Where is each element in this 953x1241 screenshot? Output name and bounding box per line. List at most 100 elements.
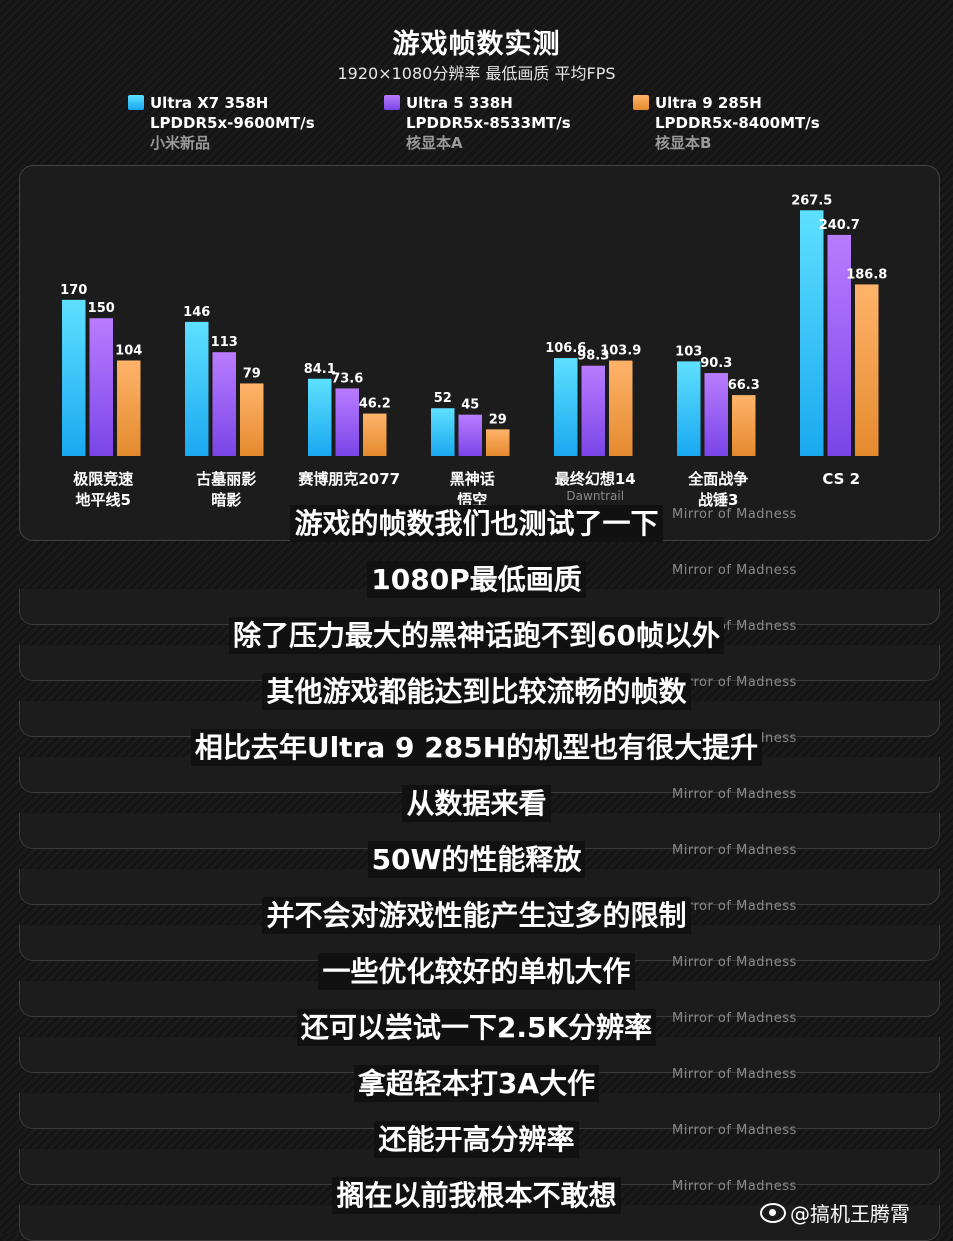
data-label: 186.8 <box>846 267 887 282</box>
subtitle-line: 还能开高分辨率 <box>0 1118 953 1158</box>
category-label: 赛博朋克2077 <box>297 470 400 488</box>
subtitle-line: 1080P最低画质 <box>0 558 953 598</box>
bar-cyberpunk-2077-series-3 <box>363 413 387 456</box>
watermark: Mirror of Madness <box>672 899 797 914</box>
watermark: Mirror of Madness <box>672 563 797 578</box>
data-label: 103 <box>675 344 702 359</box>
subtitle-text: 1080P最低画质 <box>367 561 586 598</box>
bar-forza-horizon-5-series-2 <box>89 318 113 456</box>
subtitle-text: 搁在以前我根本不敢想 <box>332 1177 621 1214</box>
subtitle-line: 相比去年Ultra 9 285H的机型也有很大提升 <box>0 726 953 766</box>
bar-ff14-series-3 <box>609 360 633 456</box>
category-label: 古墓丽影 <box>196 470 256 488</box>
subtitle-line: 一些优化较好的单机大作 <box>0 950 953 990</box>
category-label: 暗影 <box>211 491 241 509</box>
legend-series-memory: LPDDR5x-8400MT/s <box>655 114 820 132</box>
data-label: 98.3 <box>577 349 609 364</box>
data-label: 52 <box>434 391 452 406</box>
data-label: 84.1 <box>304 362 336 377</box>
subtitle-text: 50W的性能释放 <box>367 841 586 878</box>
category-label: 黑神话 <box>450 470 495 488</box>
data-label: 79 <box>243 366 261 381</box>
subtitle-text: 还能开高分辨率 <box>374 1121 579 1158</box>
data-label: 103.9 <box>600 344 641 359</box>
subtitle-text: 从数据来看 <box>402 785 551 822</box>
data-label: 104 <box>115 343 142 358</box>
bar-ff14-series-2 <box>581 365 605 456</box>
weibo-logo-icon <box>760 1203 786 1223</box>
legend-series-note: 小米新品 <box>150 134 211 152</box>
bar-forza-horizon-5-series-1 <box>62 299 86 456</box>
data-label: 90.3 <box>700 356 732 371</box>
subtitle-line: 50W的性能释放 <box>0 838 953 878</box>
bar-total-war-3-series-3 <box>732 395 756 456</box>
subtitle-text: 除了压力最大的黑神话跑不到60帧以外 <box>229 617 724 654</box>
watermark: Mirror of Madness <box>672 787 797 802</box>
subtitle-line: 还可以尝试一下2.5K分辨率 <box>0 1006 953 1046</box>
credit-text: @搞机王腾霄 <box>790 1202 910 1226</box>
watermark: Mirror of Madness <box>672 507 797 522</box>
category-label: 悟空 <box>457 491 487 509</box>
watermark: Mirror of Madness <box>672 1123 797 1138</box>
bar-total-war-3-series-1 <box>677 361 701 456</box>
legend-swatch <box>633 95 649 110</box>
bar-black-myth-wukong-series-2 <box>458 414 482 456</box>
subtitle-text: 游戏的帧数我们也测试了一下 <box>290 505 663 542</box>
data-label: 240.7 <box>819 218 860 233</box>
bar-cyberpunk-2077-series-2 <box>335 388 359 456</box>
data-label: 29 <box>489 412 507 427</box>
legend-series-name: Ultra 5 338H <box>406 94 513 112</box>
bar-tomb-raider-series-3 <box>240 383 264 456</box>
bar-forza-horizon-5-series-3 <box>117 360 141 456</box>
subtitle-line: 其他游戏都能达到比较流畅的帧数 <box>0 670 953 710</box>
subtitle-line: 搁在以前我根本不敢想 <box>0 1174 953 1214</box>
bar-tomb-raider-series-1 <box>185 321 209 456</box>
data-label: 45 <box>461 398 479 413</box>
category-label: 战锤3 <box>698 491 738 509</box>
subtitle-text: 拿超轻本打3A大作 <box>353 1065 600 1102</box>
bar-cs2-series-3 <box>855 284 879 456</box>
subtitle-text: 还可以尝试一下2.5K分辨率 <box>296 1009 657 1046</box>
legend-series-name: Ultra 9 285H <box>655 94 762 112</box>
data-label: 46.2 <box>359 397 391 412</box>
chart-title: 游戏帧数实测 <box>392 29 561 60</box>
category-sublabel: Dawntrail <box>566 489 624 503</box>
subtitle-line: 拿超轻本打3A大作 <box>0 1062 953 1102</box>
data-label: 146 <box>183 305 210 320</box>
watermark: Mirror of Madness <box>672 1179 797 1194</box>
subtitle-line: 从数据来看 <box>0 782 953 822</box>
category-label: 地平线5 <box>76 491 131 509</box>
subtitle-line: 游戏的帧数我们也测试了一下 <box>0 502 953 542</box>
chart-panel: 170 150 104 极限竞速 地平线5 146 113 79 古墓丽影 暗影 84.1 73.6 4… <box>19 165 940 541</box>
legend-series-memory: LPDDR5x-8533MT/s <box>406 114 571 132</box>
legend-series-name: Ultra X7 358H <box>150 94 269 112</box>
bar-cs2-series-2 <box>827 234 851 456</box>
legend-series-note: 核显本A <box>406 134 463 152</box>
bar-cs2-series-1 <box>800 210 824 456</box>
subtitle-text: 并不会对游戏性能产生过多的限制 <box>262 897 691 934</box>
legend-swatch <box>384 95 400 110</box>
subtitle-line: 除了压力最大的黑神话跑不到60帧以外 <box>0 614 953 654</box>
watermark: Mirror of Madness <box>672 675 797 690</box>
category-label: 极限竞速 <box>73 470 133 488</box>
bar-tomb-raider-series-2 <box>212 352 236 456</box>
subtitle-line: 并不会对游戏性能产生过多的限制 <box>0 894 953 934</box>
chart-subtitle: 1920×1080分辨率 最低画质 平均FPS <box>337 64 616 83</box>
subtitle-text: 其他游戏都能达到比较流畅的帧数 <box>262 673 691 710</box>
watermark: Mirror of Madness <box>672 1011 797 1026</box>
bar-ff14-series-1 <box>554 358 578 456</box>
subtitle-text: 一些优化较好的单机大作 <box>318 953 635 990</box>
data-label: 150 <box>88 301 115 316</box>
data-label: 73.6 <box>331 371 363 386</box>
bar-total-war-3-series-2 <box>704 373 728 456</box>
category-label: 全面战争 <box>687 470 748 488</box>
bar-cyberpunk-2077-series-1 <box>308 378 332 456</box>
data-label: 267.5 <box>791 193 832 208</box>
data-label: 106.6 <box>545 341 586 356</box>
subtitle-text: 相比去年Ultra 9 285H的机型也有很大提升 <box>190 729 763 766</box>
bar-black-myth-wukong-series-3 <box>486 429 510 456</box>
bar-black-myth-wukong-series-1 <box>431 408 455 456</box>
legend-series-memory: LPDDR5x-9600MT/s <box>150 114 315 132</box>
category-label: CS 2 <box>822 470 860 488</box>
